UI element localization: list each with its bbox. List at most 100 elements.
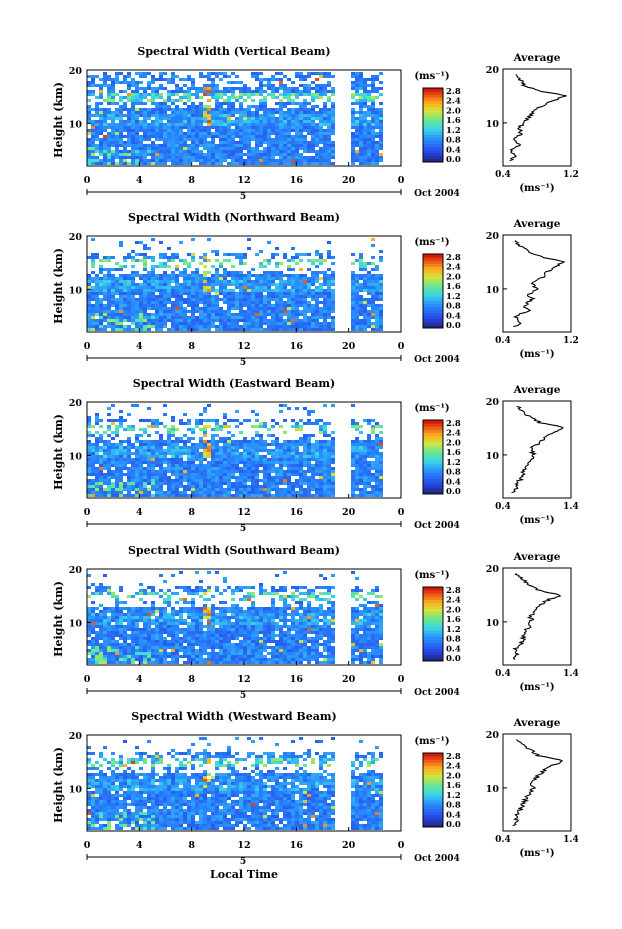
heatmap-cell: [107, 156, 111, 159]
heatmap-cell: [95, 479, 99, 482]
heatmap-cell: [95, 162, 99, 165]
heatmap-cell: [127, 81, 131, 84]
heatmap-cell: [259, 425, 263, 428]
heatmap-cell: [303, 443, 307, 446]
heatmap-cell: [231, 150, 235, 153]
heatmap-cell: [159, 313, 163, 316]
heatmap-cell: [127, 310, 131, 313]
heatmap-cell: [235, 280, 239, 283]
heatmap-cell: [235, 111, 239, 114]
heatmap-cell: [231, 81, 235, 84]
heatmap-cell: [367, 120, 371, 123]
heatmap-cell: [99, 268, 103, 271]
heatmap-cell: [367, 262, 371, 265]
heatmap-cell: [319, 467, 323, 470]
heatmap-cell: [283, 159, 287, 162]
heatmap-cell: [323, 313, 327, 316]
heatmap-cell: [151, 286, 155, 289]
colorbar-segment: [423, 149, 443, 154]
heatmap-cell: [159, 256, 163, 259]
heatmap-cell: [179, 467, 183, 470]
heatmap-cell: [375, 280, 379, 283]
heatmap-cell: [147, 117, 151, 120]
heatmap-cell: [215, 461, 219, 464]
heatmap-cell: [223, 488, 227, 491]
heatmap-cell: [291, 102, 295, 105]
heatmap-cell: [219, 120, 223, 123]
heatmap-cell: [135, 467, 139, 470]
heatmap-cell: [87, 75, 91, 78]
heatmap-cell: [179, 292, 183, 295]
heatmap-cell: [155, 162, 159, 165]
heatmap-cell: [307, 126, 311, 129]
heatmap-cell: [195, 482, 199, 485]
heatmap-cell: [311, 120, 315, 123]
heatmap-cell: [115, 461, 119, 464]
heatmap-cell: [375, 150, 379, 153]
heatmap-cell: [219, 455, 223, 458]
heatmap-cell: [255, 461, 259, 464]
heatmap-cell: [159, 135, 163, 138]
heatmap-cell: [331, 316, 335, 319]
heatmap-cell: [183, 485, 187, 488]
y-axis-label: Height (km): [52, 82, 65, 158]
heatmap-cell: [167, 114, 171, 117]
heatmap-cell: [143, 138, 147, 141]
heatmap-cell: [295, 126, 299, 129]
heatmap-cell: [107, 494, 111, 497]
heatmap-cell: [375, 126, 379, 129]
heatmap-cell: [99, 292, 103, 295]
heatmap-cell: [151, 295, 155, 298]
heatmap-cell: [91, 592, 95, 595]
colorbar-tick-label: 2.4: [446, 97, 461, 107]
heatmap-cell: [151, 476, 155, 479]
heatmap-cell: [211, 449, 215, 452]
heatmap-cell: [135, 316, 139, 319]
heatmap-cell: [311, 464, 315, 467]
heatmap-cell: [283, 162, 287, 165]
x-tick-label: 8: [188, 507, 195, 518]
heatmap-cell: [151, 292, 155, 295]
heatmap-cell: [351, 147, 355, 150]
heatmap-cell: [175, 467, 179, 470]
heatmap-cell: [131, 428, 135, 431]
heatmap-cell: [123, 256, 127, 259]
heatmap-cell: [135, 114, 139, 117]
heatmap-cell: [131, 108, 135, 111]
heatmap-cell: [99, 652, 103, 655]
day-bracket-label: 5: [240, 524, 246, 534]
heatmap-cell: [143, 102, 147, 105]
heatmap-cell: [215, 147, 219, 150]
heatmap-cell: [303, 90, 307, 93]
heatmap-cell: [243, 289, 247, 292]
heatmap-cell: [195, 322, 199, 325]
heatmap-cell: [371, 144, 375, 147]
heatmap-cell: [315, 458, 319, 461]
heatmap-cell: [111, 473, 115, 476]
heatmap-cell: [163, 87, 167, 90]
heatmap-cell: [139, 479, 143, 482]
heatmap-cell: [327, 162, 331, 165]
heatmap-cell: [311, 259, 315, 262]
heatmap-cell: [91, 138, 95, 141]
heatmap-cell: [263, 304, 267, 307]
heatmap-cell: [147, 473, 151, 476]
heatmap-cell: [187, 78, 191, 81]
heatmap-cell: [219, 319, 223, 322]
heatmap-cell: [319, 132, 323, 135]
heatmap-cell: [375, 458, 379, 461]
heatmap-cell: [171, 295, 175, 298]
heatmap-cell: [155, 458, 159, 461]
heatmap-cell: [291, 283, 295, 286]
heatmap-cell: [299, 488, 303, 491]
heatmap-cell: [235, 476, 239, 479]
heatmap-cell: [371, 301, 375, 304]
heatmap-cell: [139, 81, 143, 84]
heatmap-cell: [267, 313, 271, 316]
heatmap-cell: [179, 147, 183, 150]
heatmap-cell: [319, 96, 323, 99]
heatmap-cell: [143, 144, 147, 147]
heatmap-cell: [267, 325, 271, 328]
heatmap-cell: [243, 479, 247, 482]
heatmap-cell: [379, 250, 383, 253]
